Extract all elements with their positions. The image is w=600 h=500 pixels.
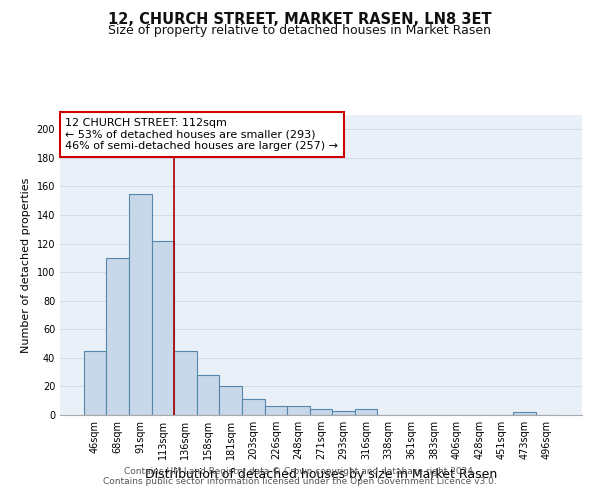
Y-axis label: Number of detached properties: Number of detached properties — [21, 178, 31, 352]
Bar — [129, 194, 152, 415]
Bar — [513, 412, 536, 415]
Text: Contains HM Land Registry data © Crown copyright and database right 2024.: Contains HM Land Registry data © Crown c… — [124, 467, 476, 476]
Bar — [84, 350, 106, 415]
X-axis label: Distribution of detached houses by size in Market Rasen: Distribution of detached houses by size … — [145, 468, 497, 480]
Bar — [332, 410, 355, 415]
Bar — [152, 240, 174, 415]
Text: 12, CHURCH STREET, MARKET RASEN, LN8 3ET: 12, CHURCH STREET, MARKET RASEN, LN8 3ET — [108, 12, 492, 28]
Bar — [220, 386, 242, 415]
Bar — [265, 406, 287, 415]
Text: Size of property relative to detached houses in Market Rasen: Size of property relative to detached ho… — [109, 24, 491, 37]
Bar — [287, 406, 310, 415]
Bar — [174, 350, 197, 415]
Bar — [106, 258, 129, 415]
Text: Contains public sector information licensed under the Open Government Licence v3: Contains public sector information licen… — [103, 477, 497, 486]
Text: 12 CHURCH STREET: 112sqm
← 53% of detached houses are smaller (293)
46% of semi-: 12 CHURCH STREET: 112sqm ← 53% of detach… — [65, 118, 338, 151]
Bar — [242, 400, 265, 415]
Bar — [197, 375, 220, 415]
Bar — [355, 410, 377, 415]
Bar — [310, 410, 332, 415]
